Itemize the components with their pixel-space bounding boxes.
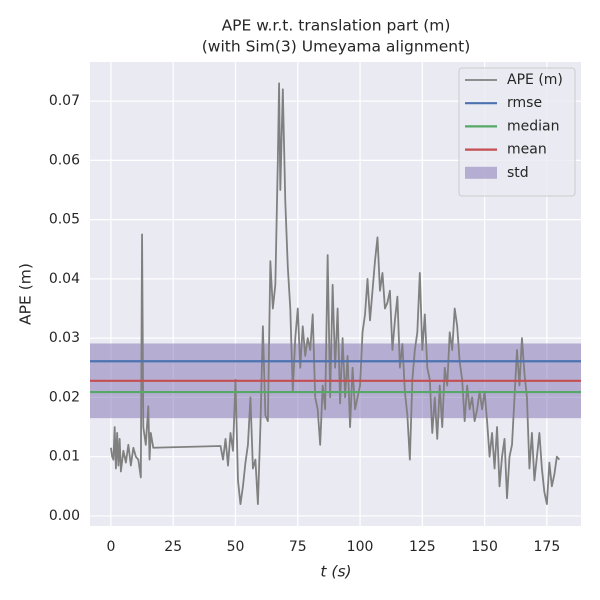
legend-swatch [465,166,497,179]
y-tick-label: 0.02 [49,389,80,405]
x-tick-label: 175 [534,539,561,555]
x-tick-label: 100 [347,539,374,555]
chart-title: APE w.r.t. translation part (m) [222,17,451,35]
y-tick-label: 0.03 [49,330,80,346]
ape-line [110,82,561,505]
legend-label: mean [507,142,547,158]
legend-label: median [507,118,559,134]
y-tick-label: 0.05 [49,212,80,228]
x-tick-label: 0 [106,539,115,555]
legend-box [458,67,576,197]
y-axis-label: APE (m) [17,263,35,325]
x-axis-label: t (s) [320,563,351,581]
x-tick-label: 150 [471,539,498,555]
y-tick-label: 0.07 [49,93,80,109]
legend-label: APE (m) [507,72,563,88]
x-tick-label: 50 [227,539,245,555]
x-tick-label: 75 [289,539,307,555]
legend-label: std [507,165,529,181]
y-tick-label: 0.06 [49,152,80,168]
chart-subtitle: (with Sim(3) Umeyama alignment) [202,38,471,56]
y-tick-label: 0.01 [49,449,80,465]
legend-label: rmse [507,95,542,111]
x-tick-label: 25 [164,539,182,555]
y-tick-label: 0.00 [49,508,80,524]
plot-area [90,82,581,505]
y-tick-label: 0.04 [49,271,80,287]
x-tick-label: 125 [409,539,436,555]
